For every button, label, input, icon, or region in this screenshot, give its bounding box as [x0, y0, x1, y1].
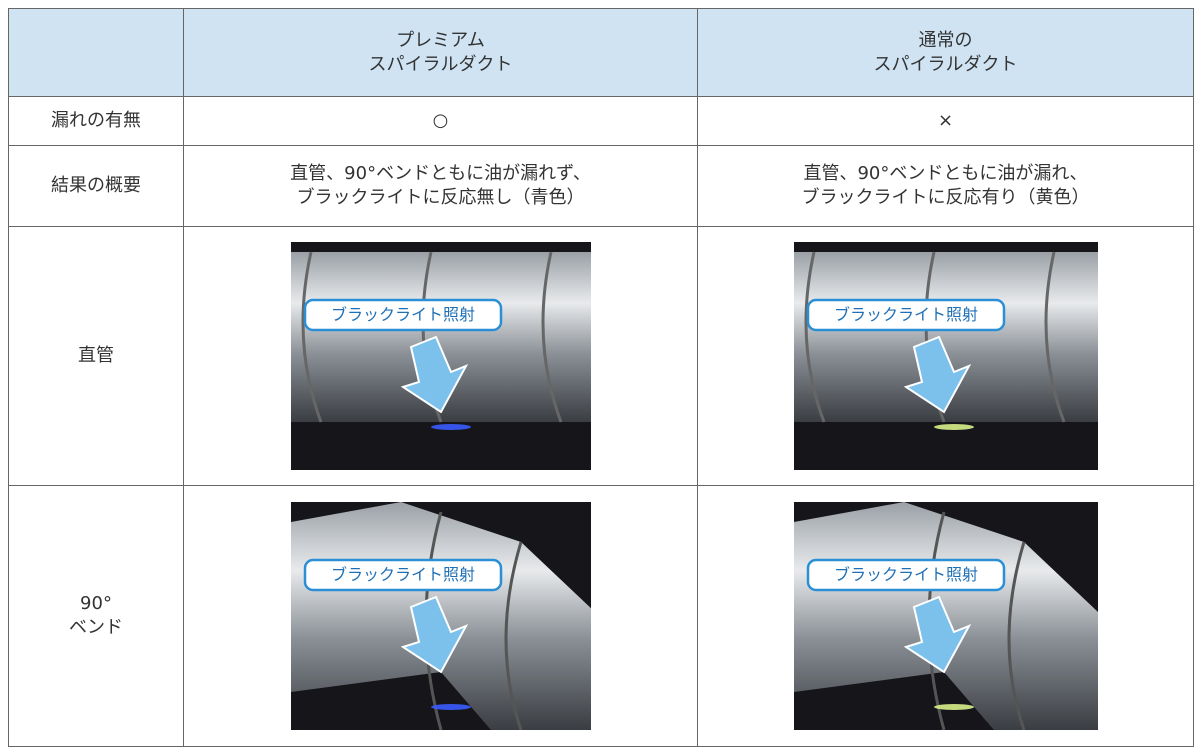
callout-text: ブラックライト照射 — [330, 565, 474, 584]
text-line: ブラックライトに反応有り（黄色） — [801, 187, 1090, 208]
table-cell: 直管、90°ベンドともに油が漏れ、 ブラックライトに反応有り（黄色） — [697, 145, 1194, 227]
header-cell: 通常の スパイラルダクト — [697, 8, 1194, 97]
text-line: × — [937, 110, 954, 131]
row-label: 90° ベンド — [8, 485, 184, 747]
text-line: 直管 — [78, 345, 114, 366]
table-cell: ブラックライト照射 — [697, 226, 1194, 486]
photo: ブラックライト照射 — [290, 242, 591, 470]
table-cell: ブラックライト照射 — [183, 485, 698, 747]
photo: ブラックライト照射 — [793, 242, 1098, 470]
text-line: 漏れの有無 — [51, 110, 141, 131]
callout-text: ブラックライト照射 — [330, 305, 474, 324]
text-line: 直管、90°ベンドともに油が漏れ、 — [803, 163, 1088, 184]
table-cell: × — [697, 96, 1194, 146]
text-line: ブラックライトに反応無し（青色） — [296, 187, 585, 208]
table-cell: ブラックライト照射 — [183, 226, 698, 486]
table-row: 結果の概要 直管、90°ベンドともに油が漏れず、 ブラックライトに反応無し（青色）直… — [8, 145, 1194, 227]
table-cell: ブラックライト照射 — [697, 485, 1194, 747]
text-line: 通常の — [918, 29, 973, 51]
row-label: 直管 — [8, 226, 184, 486]
text-line: スパイラルダクト — [368, 53, 513, 75]
comparison-table: プレミアム スパイラルダクト 通常の スパイラルダクト 漏れの有無 ○ × 結果の概要 直管… — [8, 8, 1194, 747]
photo: ブラックライト照射 — [793, 502, 1098, 730]
text-line: プレミアム — [396, 29, 485, 51]
row-label: 結果の概要 — [8, 145, 184, 227]
table-row: 漏れの有無 ○ × — [8, 96, 1194, 146]
corner-cell — [8, 8, 184, 97]
row-label: 漏れの有無 — [8, 96, 184, 146]
photo: ブラックライト照射 — [290, 502, 591, 730]
text-line: スパイラルダクト — [873, 53, 1018, 75]
text-line: ○ — [432, 110, 449, 131]
table-row: 90° ベンド ブラックライト照射 ブラックライト照射 — [8, 485, 1194, 747]
header-cell: プレミアム スパイラルダクト — [183, 8, 698, 97]
table-cell: 直管、90°ベンドともに油が漏れず、 ブラックライトに反応無し（青色） — [183, 145, 698, 227]
callout-text: ブラックライト照射 — [833, 565, 977, 584]
text-line: 結果の概要 — [51, 175, 141, 196]
header-row: プレミアム スパイラルダクト 通常の スパイラルダクト — [8, 8, 1194, 97]
text-line: 90° — [80, 593, 112, 614]
text-line: ベンド — [69, 617, 123, 638]
callout-text: ブラックライト照射 — [833, 305, 977, 324]
table-cell: ○ — [183, 96, 698, 146]
table-row: 直管 ブラックライト照射 ブラックライト照射 — [8, 226, 1194, 486]
text-line: 直管、90°ベンドともに油が漏れず、 — [290, 163, 591, 184]
